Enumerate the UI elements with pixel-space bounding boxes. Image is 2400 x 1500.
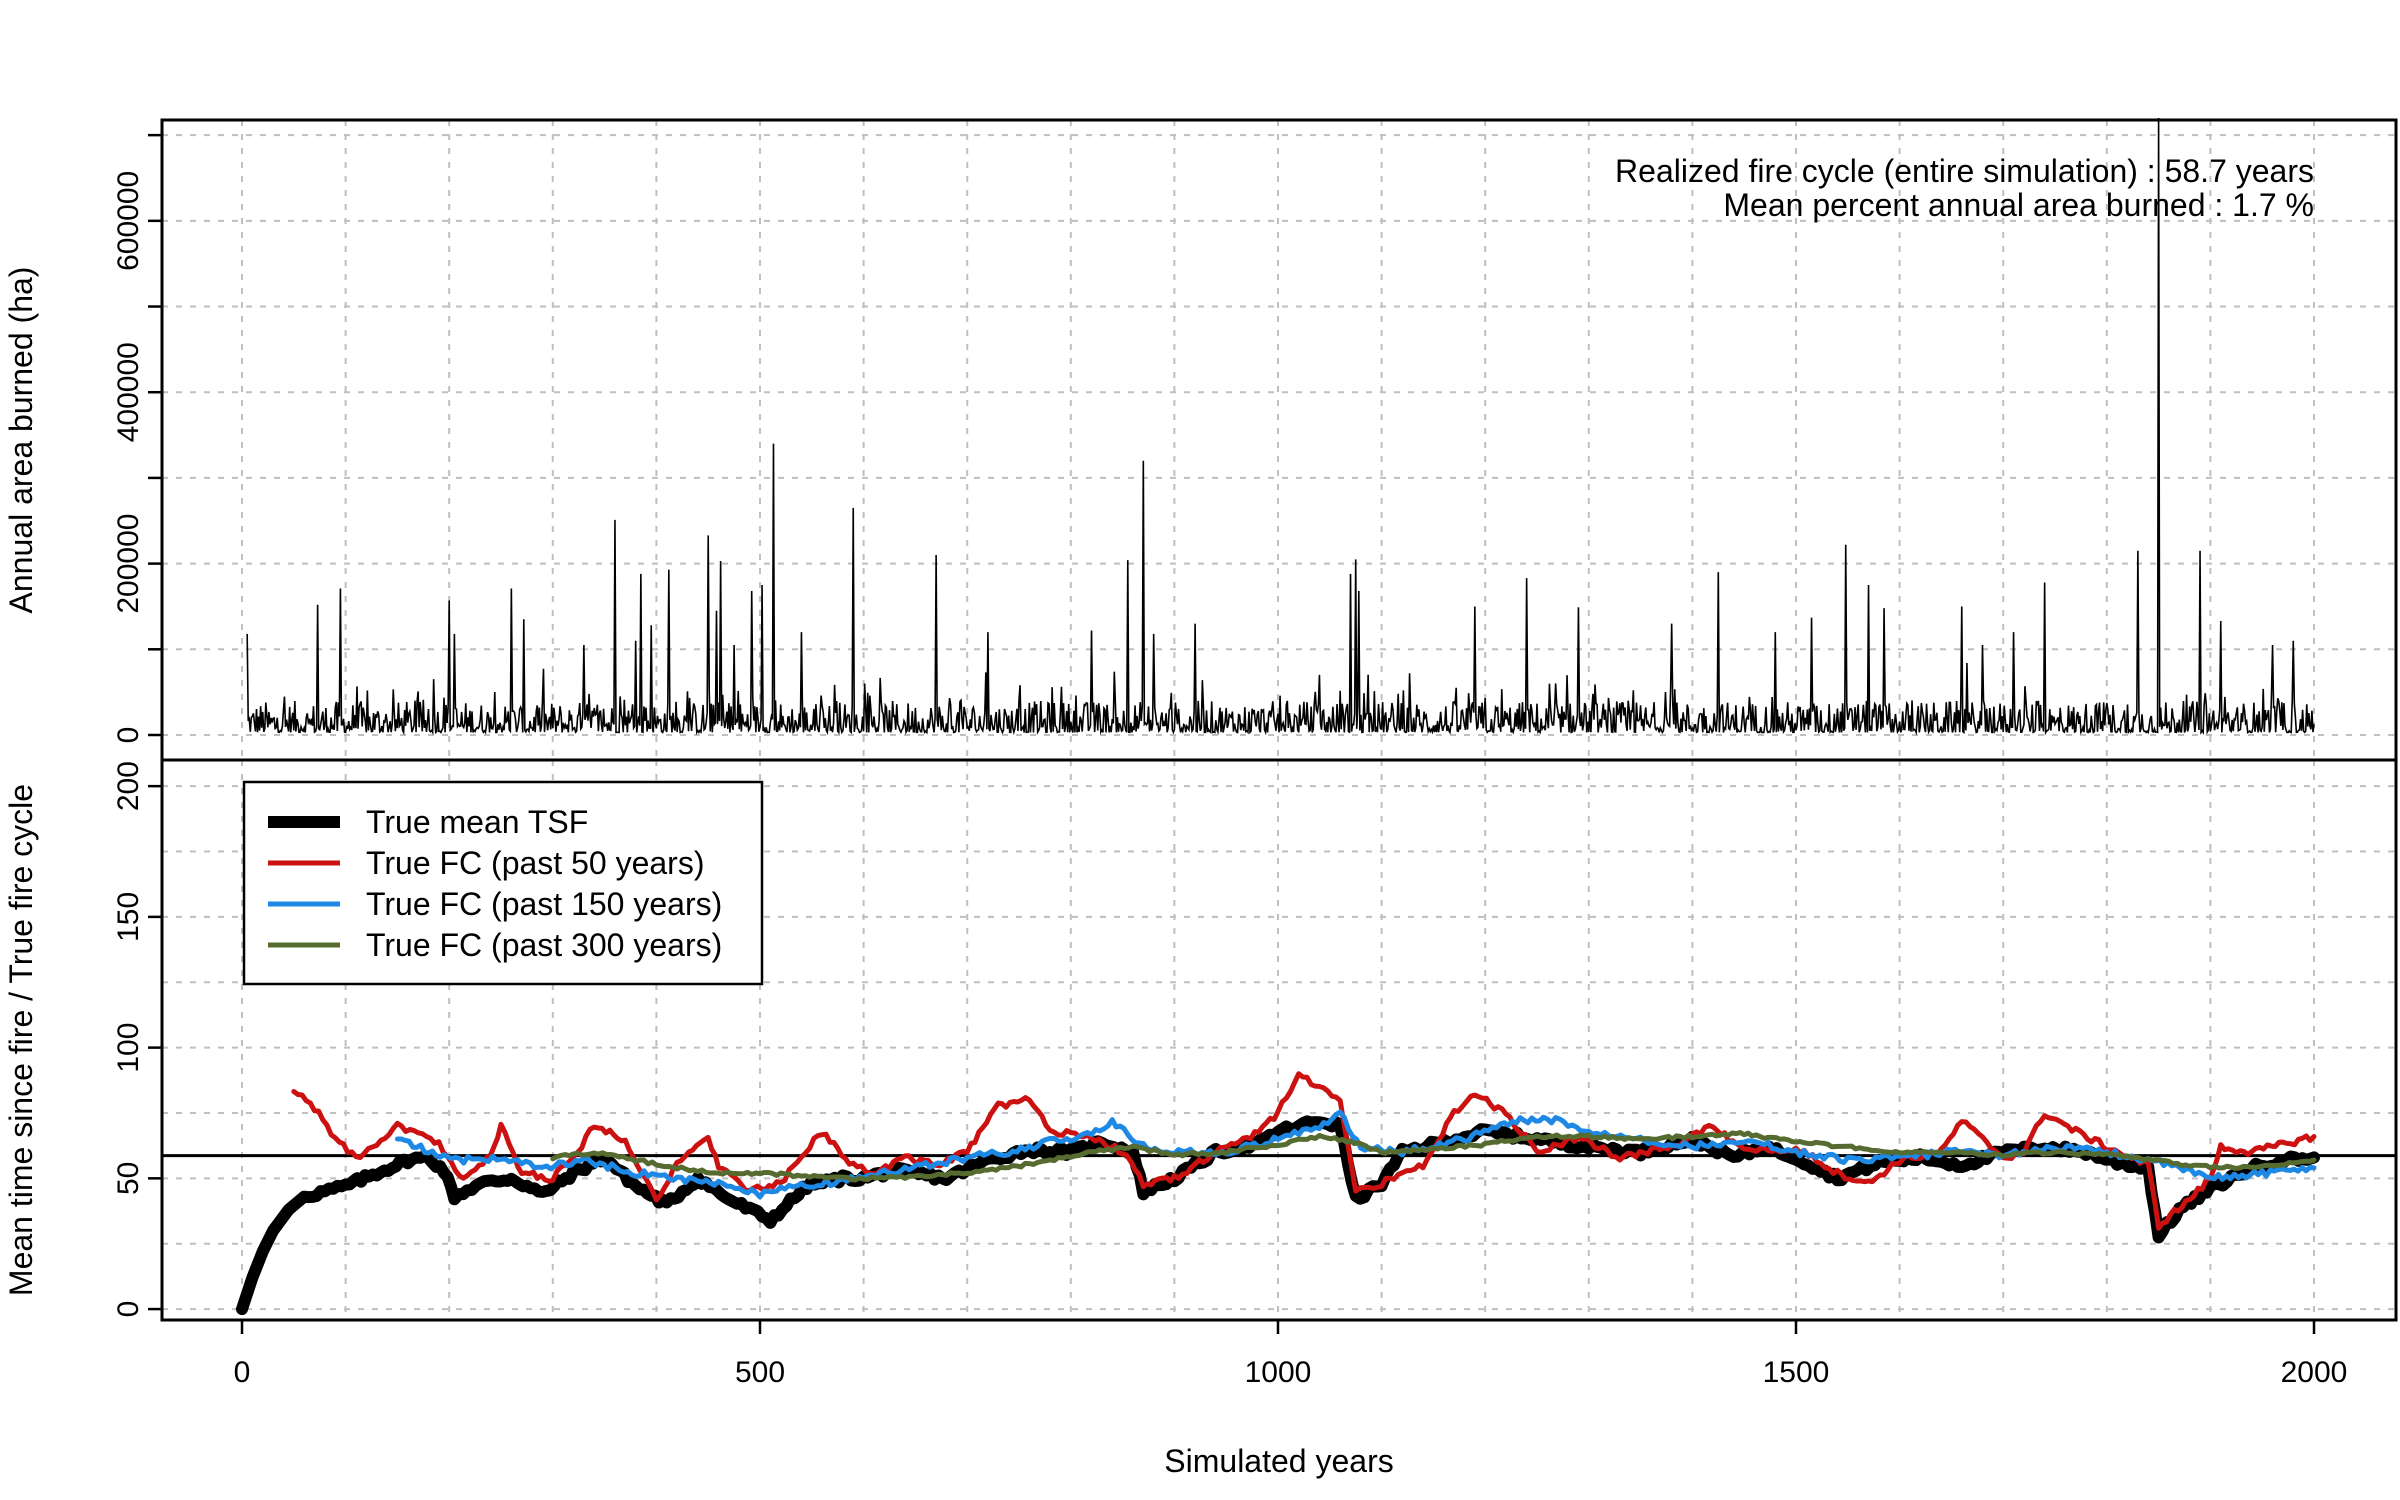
legend-label-fc50: True FC (past 50 years) bbox=[366, 845, 704, 881]
series-fc-300 bbox=[550, 1130, 2317, 1183]
x-tick-label: 1000 bbox=[1245, 1356, 1312, 1389]
y-tick-label: 400000 bbox=[112, 342, 145, 442]
x-tick-label: 0 bbox=[234, 1356, 251, 1389]
x-tick-label: 500 bbox=[735, 1356, 785, 1389]
y-tick-label: 50 bbox=[112, 1162, 145, 1195]
series-fc-150 bbox=[394, 1109, 2317, 1200]
y-tick-label: 100 bbox=[112, 1023, 145, 1073]
series-annual-area-burned bbox=[246, 117, 2315, 736]
annotation-fire-cycle: Realized fire cycle (entire simulation) … bbox=[1615, 153, 2314, 189]
bottom-panel-grid bbox=[162, 760, 2396, 1320]
x-tick-label: 2000 bbox=[2281, 1356, 2348, 1389]
y-tick-label: 0 bbox=[112, 727, 145, 744]
top-panel-series bbox=[246, 117, 2315, 736]
bottom-panel-y-ticks: 0 50 100 150 200 bbox=[112, 761, 162, 1317]
legend-box bbox=[242, 780, 764, 986]
x-tick-label: 1500 bbox=[1763, 1356, 1830, 1389]
top-panel-grid bbox=[162, 120, 2396, 760]
series-true-mean-tsf bbox=[236, 1115, 2320, 1316]
top-y-axis-title: Annual area burned (ha) bbox=[3, 267, 39, 614]
y-tick-label: 150 bbox=[112, 892, 145, 942]
bottom-panel: 0 50 100 150 200 0 500 1000 1500 2000 Mean time … bbox=[3, 758, 2398, 1479]
x-axis-ticks: 0 500 1000 1500 2000 bbox=[234, 1320, 2348, 1389]
legend-label-fc300: True FC (past 300 years) bbox=[366, 927, 722, 963]
x-axis-title: Simulated years bbox=[1164, 1443, 1393, 1479]
y-tick-label: 0 bbox=[112, 1301, 145, 1318]
top-panel-y-ticks: 0 200000 400000 600000 bbox=[112, 133, 162, 744]
y-tick-label: 600000 bbox=[112, 171, 145, 271]
legend: True mean TSF True FC (past 50 years) Tr… bbox=[242, 780, 764, 986]
legend-label-fc150: True FC (past 150 years) bbox=[366, 886, 722, 922]
top-panel: 0 200000 400000 600000 Annual area burned (… bbox=[3, 117, 2398, 762]
annotation-area-burned: Mean percent annual area burned : 1.7 % bbox=[1723, 187, 2314, 223]
bottom-panel-series bbox=[236, 1071, 2320, 1316]
bottom-y-axis-title: Mean time since fire / True fire cycle bbox=[3, 784, 39, 1296]
legend-label-tsf: True mean TSF bbox=[366, 804, 588, 840]
y-tick-label: 200 bbox=[112, 761, 145, 811]
y-tick-label: 200000 bbox=[112, 514, 145, 614]
